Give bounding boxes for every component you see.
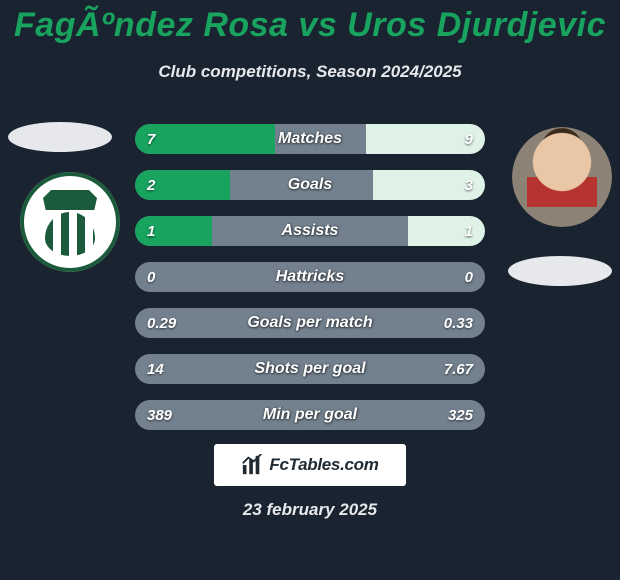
player-left-pill — [8, 122, 112, 152]
player-left-crest — [20, 172, 120, 272]
stat-label: Min per goal — [135, 400, 485, 430]
fctables-logo: FcTables.com — [214, 444, 406, 486]
stat-label: Shots per goal — [135, 354, 485, 384]
stat-value-left: 389 — [147, 400, 172, 430]
stat-value-right: 0.33 — [444, 308, 473, 338]
stat-value-left: 0 — [147, 262, 155, 292]
stat-fill-left — [135, 170, 230, 200]
stat-value-right: 0 — [465, 262, 473, 292]
stats-bars: 79Matches 23Goals 11Assists 0 0Hattricks 0.29… — [135, 124, 485, 446]
stat-row: 0 0Hattricks — [135, 262, 485, 292]
stat-fill-right — [366, 124, 485, 154]
stat-fill-right — [408, 216, 485, 246]
player-right-photo — [512, 127, 612, 227]
fctables-logo-text: FcTables.com — [269, 455, 378, 475]
stat-fill-left — [135, 124, 275, 154]
stat-value-right: 325 — [448, 400, 473, 430]
stat-row: 79Matches — [135, 124, 485, 154]
page-title: FagÃºndez Rosa vs Uros Djurdjevic — [0, 6, 620, 45]
chart-bars-icon — [241, 454, 263, 476]
club-crest-icon — [20, 172, 120, 272]
stat-fill-left — [135, 216, 212, 246]
stat-value-right: 7.67 — [444, 354, 473, 384]
stat-row: 11Assists — [135, 216, 485, 246]
stat-label: Hattricks — [135, 262, 485, 292]
stat-row: 23Goals — [135, 170, 485, 200]
player-right-pill — [508, 256, 612, 286]
stat-row: 14 7.67Shots per goal — [135, 354, 485, 384]
page-subtitle: Club competitions, Season 2024/2025 — [0, 62, 620, 82]
stat-row: 0.29 0.33Goals per match — [135, 308, 485, 338]
date-caption: 23 february 2025 — [0, 500, 620, 520]
stat-fill-right — [373, 170, 485, 200]
stat-value-left: 0.29 — [147, 308, 176, 338]
stat-label: Goals per match — [135, 308, 485, 338]
stat-value-left: 14 — [147, 354, 164, 384]
player-face-icon — [512, 127, 612, 227]
stat-row: 389 325Min per goal — [135, 400, 485, 430]
